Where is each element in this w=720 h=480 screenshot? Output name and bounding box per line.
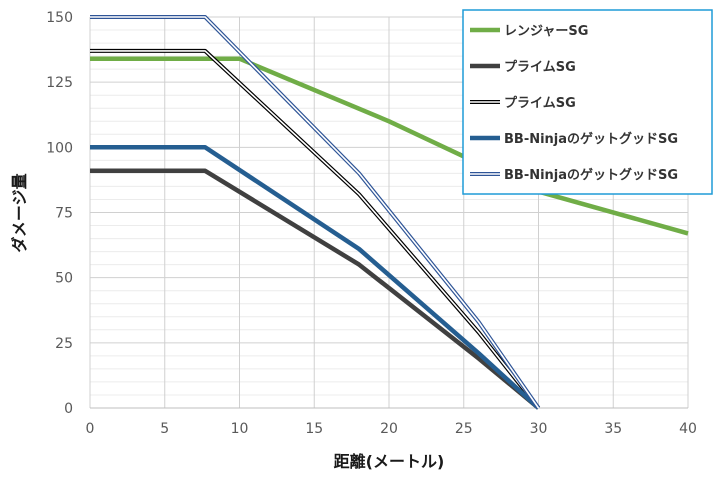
legend: レンジャーSG プライムSG プライムSG BB-NinjaのゲットグッドSG BB-N… bbox=[462, 9, 713, 195]
series-line-1 bbox=[90, 56, 689, 236]
y-tick-label: 150 bbox=[46, 10, 73, 26]
series-lines bbox=[90, 15, 689, 410]
series-line-inner bbox=[90, 16, 540, 409]
legend-label: レンジャーSG bbox=[504, 24, 588, 39]
y-tick-label: 75 bbox=[55, 206, 73, 222]
x-tick-label: 20 bbox=[380, 421, 398, 437]
legend-box bbox=[462, 9, 713, 195]
series-line-4 bbox=[90, 145, 541, 410]
legend-label: BB-NinjaのゲットグッドSG bbox=[504, 167, 678, 183]
y-tick-label: 100 bbox=[46, 140, 73, 156]
series-line-3 bbox=[90, 48, 541, 410]
y-tick-label: 0 bbox=[64, 401, 73, 417]
legend-item: BB-NinjaのゲットグッドSG bbox=[470, 167, 678, 183]
x-tick-label: 40 bbox=[679, 421, 697, 437]
x-axis-title: 距離(メートル) bbox=[334, 452, 445, 471]
x-tick-label: 30 bbox=[530, 421, 548, 437]
legend-label: BB-NinjaのゲットグッドSG bbox=[504, 131, 678, 147]
y-tick-label: 125 bbox=[46, 75, 73, 91]
y-tick-labels: 0 25 50 75 100 125 150 bbox=[46, 10, 73, 417]
x-tick-label: 10 bbox=[231, 421, 249, 437]
x-tick-label: 35 bbox=[604, 421, 622, 437]
series-line-solid bbox=[90, 145, 541, 410]
x-tick-label: 0 bbox=[86, 421, 95, 437]
y-axis-title: ダメージ量 bbox=[10, 173, 29, 252]
x-tick-label: 5 bbox=[160, 421, 169, 437]
x-tick-label: 25 bbox=[455, 421, 473, 437]
x-tick-label: 15 bbox=[305, 421, 323, 437]
series-line-inner bbox=[90, 50, 540, 409]
legend-label: プライムSG bbox=[504, 96, 576, 111]
series-line-solid bbox=[90, 168, 540, 410]
series-line-solid bbox=[90, 56, 689, 236]
legend-label: プライムSG bbox=[504, 60, 576, 75]
series-line-5 bbox=[90, 15, 541, 410]
legend-item: プライムSG bbox=[470, 96, 576, 111]
legend-item: BB-NinjaのゲットグッドSG bbox=[470, 131, 678, 147]
x-tick-labels: 0 5 10 15 20 25 30 35 40 bbox=[86, 421, 697, 437]
series-line-2 bbox=[90, 168, 540, 410]
y-tick-label: 25 bbox=[55, 336, 73, 352]
legend-item: プライムSG bbox=[470, 60, 576, 75]
legend-item: レンジャーSG bbox=[470, 24, 588, 39]
y-tick-label: 50 bbox=[55, 271, 73, 287]
